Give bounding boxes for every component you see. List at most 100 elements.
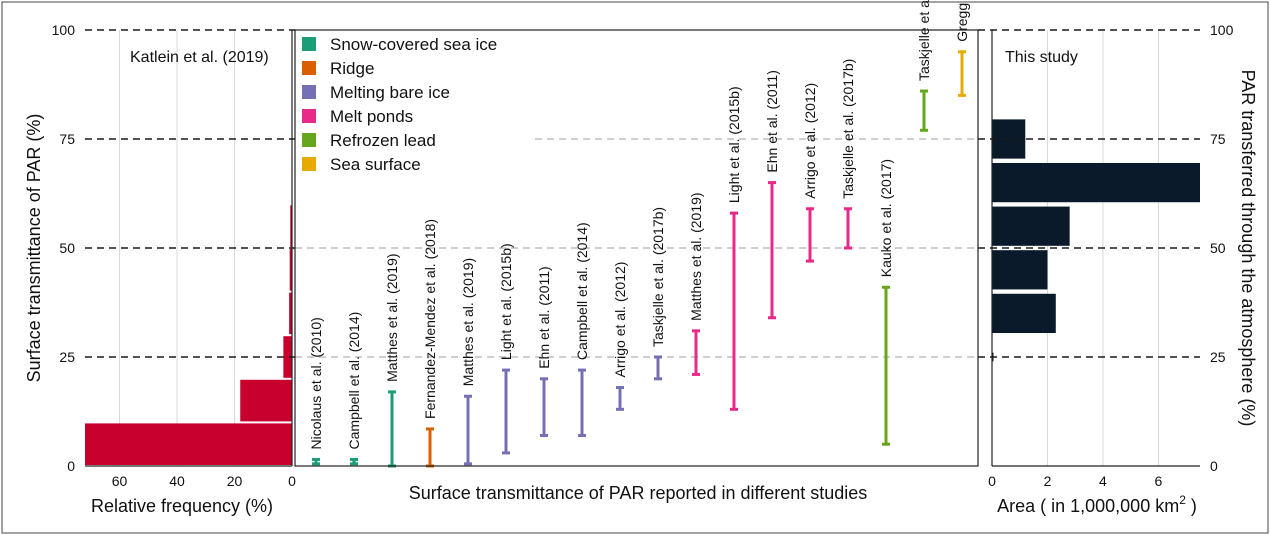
right-y-tick-label: 0 <box>1210 458 1218 474</box>
center-gridlines <box>295 138 978 358</box>
study-range: Fernandez-Mendez et al. (2018) <box>422 219 438 468</box>
left-x-tick-label: 60 <box>112 473 128 489</box>
study-label: Matthes et al. (2019) <box>384 253 400 381</box>
study-range: Nicolaus et al. (2010) <box>308 317 324 466</box>
study-range: Arrigo et al. (2012) <box>802 83 818 263</box>
right-bars <box>992 119 1200 362</box>
legend-item: Melting bare ice <box>302 83 450 102</box>
left-x-tick-label: 40 <box>169 473 185 489</box>
left-histogram-panel: 60 40 20 0 0 25 50 75 100 Katlein et al. (2019)… <box>24 22 296 516</box>
right-x-axis-label-end: ) <box>1186 496 1197 516</box>
legend-label: Snow-covered sea ice <box>330 35 497 54</box>
right-x-tick-label: 0 <box>988 473 996 489</box>
right-x-tick-labels: 0 2 4 6 <box>988 473 1162 489</box>
left-x-tick-label: 0 <box>288 473 296 489</box>
study-label: Taskjelle et al. (2016) <box>916 0 932 81</box>
study-range: Arrigo et al. (2012) <box>612 262 628 411</box>
study-range: Taskjelle et al. (2017b) <box>840 59 856 250</box>
right-x-axis-label-sup: 2 <box>1179 493 1186 507</box>
reference-dashed-lines <box>85 29 1200 358</box>
study-range: Kauko et al. (2017) <box>878 159 894 446</box>
left-bar <box>290 205 292 247</box>
study-label: Matthes et al. (2019) <box>460 258 476 386</box>
study-label: Matthes et al. (2019) <box>688 192 704 320</box>
legend-swatch <box>302 85 316 99</box>
study-label: Light et al. (2015b) <box>498 243 514 360</box>
legend-swatch <box>302 133 316 147</box>
left-annotation: Katlein et al. (2019) <box>130 49 269 66</box>
study-range: Matthes et al. (2019) <box>460 258 476 466</box>
study-range: Light et al. (2015b) <box>726 86 742 411</box>
left-bars <box>85 205 292 465</box>
right-bar <box>992 293 1056 334</box>
study-label: Kauko et al. (2017) <box>878 159 894 277</box>
right-y-tick-label: 25 <box>1210 349 1226 365</box>
right-x-tick-label: 4 <box>1099 473 1107 489</box>
right-y-tick-label: 75 <box>1210 131 1226 147</box>
left-bar <box>240 379 292 422</box>
study-label: Ehn et al. (2011) <box>764 70 780 172</box>
right-histogram-panel: 0 2 4 6 0 25 50 75 100 This study Area ( in 1,0… <box>988 22 1258 516</box>
right-y-axis-label: PAR transferred through the atmosphere (… <box>1238 70 1258 427</box>
study-range: Ehn et al. (2011) <box>536 266 552 437</box>
study-range: Light et al. (2015b) <box>498 243 514 455</box>
left-x-axis-label: Relative frequency (%) <box>91 496 273 516</box>
study-label: Taskjelle et al. (2017b) <box>650 207 666 347</box>
legend-item: Ridge <box>302 59 374 78</box>
study-label: Arrigo et al. (2012) <box>802 83 818 199</box>
legend-label: Sea surface <box>330 155 421 174</box>
left-y-tick-label: 75 <box>59 131 75 147</box>
left-bar <box>283 336 292 378</box>
right-y-tick-label: 50 <box>1210 240 1226 256</box>
right-bar <box>992 206 1070 246</box>
study-label: Nicolaus et al. (2010) <box>308 317 324 449</box>
legend-swatch <box>302 109 316 123</box>
study-range: Matthes et al. (2019) <box>688 192 704 376</box>
study-range: Ehn et al. (2011) <box>764 70 780 320</box>
study-range: Matthes et al. (2019) <box>384 253 400 468</box>
legend-label: Refrozen lead <box>330 131 436 150</box>
legend-item: Melt ponds <box>302 107 413 126</box>
left-y-axis-label: Surface transmittance of PAR (%) <box>24 114 44 383</box>
center-x-axis-label: Surface transmittance of PAR reported in… <box>409 483 868 503</box>
legend-item: Sea surface <box>302 155 421 174</box>
study-label: Gregg and Carder (1990) <box>954 0 970 42</box>
left-y-tick-label: 0 <box>67 458 75 474</box>
study-label: Fernandez-Mendez et al. (2018) <box>422 219 438 419</box>
right-y-tick-label: 100 <box>1210 22 1234 38</box>
study-label: Ehn et al. (2011) <box>536 266 552 368</box>
legend-label: Melting bare ice <box>330 83 450 102</box>
legend-swatch <box>302 157 316 171</box>
study-label: Campbell et al. (2014) <box>574 222 590 360</box>
right-bar <box>992 250 1048 290</box>
study-label: Arrigo et al. (2012) <box>612 262 628 378</box>
left-y-tick-label: 100 <box>52 22 76 38</box>
right-x-tick-label: 2 <box>1044 473 1052 489</box>
study-range: Campbell et al. (2014) <box>574 222 590 437</box>
left-x-tick-labels: 60 40 20 0 <box>112 473 296 489</box>
left-x-tick-label: 20 <box>227 473 243 489</box>
study-label: Campbell et al. (2014) <box>346 312 362 450</box>
legend-item: Snow-covered sea ice <box>302 35 497 54</box>
legend-label: Ridge <box>330 59 374 78</box>
right-bar <box>992 162 1200 203</box>
right-y-tick-labels: 0 25 50 75 100 <box>1210 22 1234 474</box>
legend-item: Refrozen lead <box>302 131 436 150</box>
left-y-tick-labels: 0 25 50 75 100 <box>52 22 76 474</box>
right-x-tick-label: 6 <box>1155 473 1163 489</box>
center-range-panel: Nicolaus et al. (2010) Campbell et al. (2… <box>294 0 979 503</box>
study-label: Taskjelle et al. (2017b) <box>840 59 856 199</box>
study-range: Campbell et al. (2014) <box>346 312 362 466</box>
legend: Snow-covered sea ice Ridge Melting bare ic… <box>302 35 497 174</box>
right-x-axis-label-main: Area ( in 1,000,000 km <box>997 496 1179 516</box>
study-range: Taskjelle et al. (2017b) <box>650 207 666 381</box>
study-label: Light et al. (2015b) <box>726 86 742 203</box>
legend-swatch <box>302 37 316 51</box>
study-range: Gregg and Carder (1990) <box>954 0 970 97</box>
study-range: Taskjelle et al. (2016) <box>916 0 932 132</box>
left-bar <box>289 249 292 291</box>
left-y-tick-label: 25 <box>59 349 75 365</box>
left-bar <box>85 423 292 465</box>
